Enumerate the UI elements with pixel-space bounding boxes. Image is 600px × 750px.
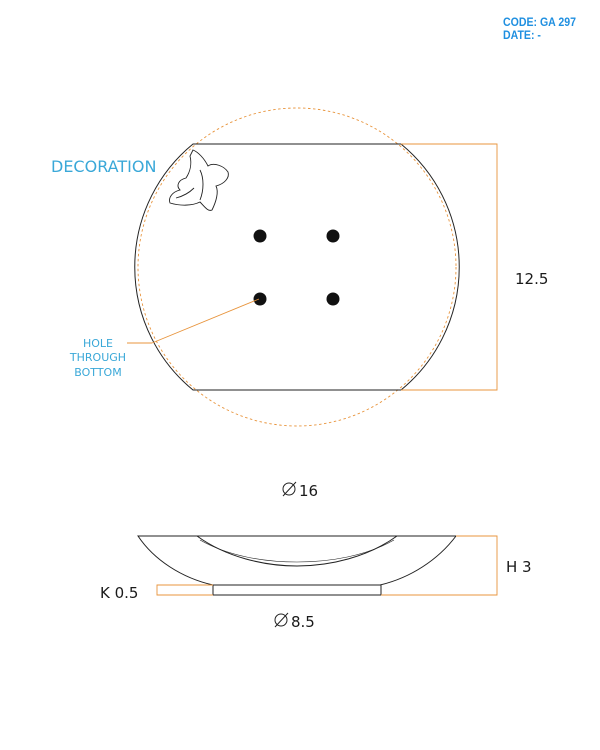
hole-dot <box>253 229 267 243</box>
hole-dot <box>326 229 340 243</box>
bowl-inner-curve <box>196 535 398 567</box>
hole-label-line: HOLE <box>83 337 113 350</box>
diameter-dimension: 16 <box>282 481 318 500</box>
side-height-label: H 3 <box>506 558 532 576</box>
height-dimension-line <box>401 143 498 391</box>
diameter-symbol-icon <box>282 482 296 496</box>
date-label: DATE: - <box>503 28 541 42</box>
base-diameter-label: 8.5 <box>291 613 315 631</box>
title-block: CODE: GA 297 DATE: - <box>503 16 587 42</box>
base-thickness-label: K 0.5 <box>100 584 138 602</box>
bowl-outer-profile <box>137 535 458 586</box>
hole-label-line: BOTTOM <box>74 366 121 379</box>
top-view: DECORATION HOLE THROUGH BOTTOM 12.5 16 <box>51 107 548 500</box>
hole-label-line: THROUGH <box>69 351 126 364</box>
decoration-label: DECORATION <box>51 157 156 176</box>
base-thickness-dimension-line <box>156 584 213 596</box>
hole-dot <box>326 292 340 306</box>
height-dimension-label: 12.5 <box>515 270 548 288</box>
side-height-dimension-line <box>381 535 498 596</box>
base-diameter-dimension: 8.5 <box>274 612 315 631</box>
diameter-symbol-slash <box>282 481 297 497</box>
hole-dot <box>253 292 267 306</box>
hole-leader-line <box>151 298 260 344</box>
diameter-symbol-icon <box>274 613 288 627</box>
bowl-inner-curve-inner <box>199 539 395 563</box>
butterfly-icon <box>169 149 229 211</box>
diameter-dimension-label: 16 <box>299 482 318 500</box>
bowl-base <box>212 584 382 596</box>
full-circle-outline <box>137 107 457 427</box>
diameter-symbol-slash <box>274 612 289 628</box>
code-label: CODE: GA 297 <box>503 15 576 29</box>
side-view: H 3 K 0.5 8.5 <box>100 535 532 631</box>
